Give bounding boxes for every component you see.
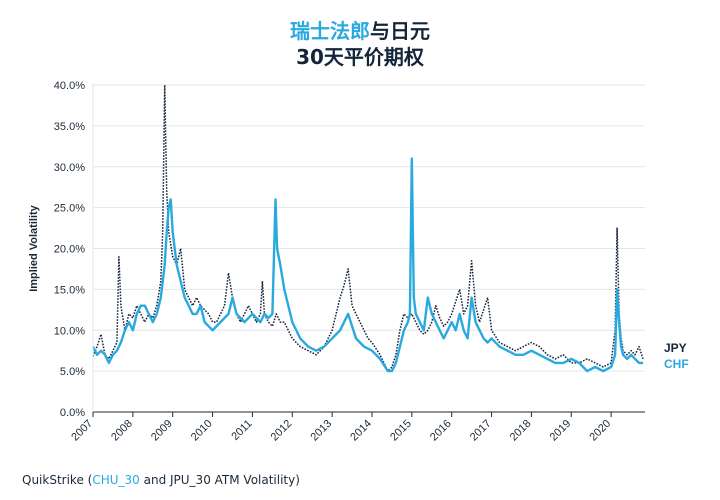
y-tick-label: 30.0% [54, 162, 85, 174]
x-tick-label: 2013 [308, 418, 334, 444]
y-tick-label: 20.0% [54, 244, 85, 256]
y-tick-label: 0.0% [60, 407, 85, 419]
title-line-2: 30天平价期权 [296, 45, 424, 69]
x-tick-label: 2016 [428, 418, 454, 444]
x-tick-label: 2017 [468, 418, 494, 444]
y-tick-label: 40.0% [54, 80, 85, 92]
legend-label-jpy: JPY [664, 341, 687, 355]
series-line-chf [91, 157, 643, 373]
legend-label-chf: CHF [664, 357, 689, 371]
series-line-jpy [92, 84, 644, 372]
source-note: QuikStrike (CHU_30 and JPU_30 ATM Volati… [22, 473, 300, 487]
title-line-1: 瑞士法郎与日元 [0, 18, 720, 44]
x-tick-label: 2012 [269, 418, 295, 444]
y-axis-label: Implied Volatility [28, 204, 40, 291]
source-link[interactable]: CHU_30 [92, 473, 140, 487]
grid [93, 84, 645, 372]
x-tick-label: 2020 [587, 418, 613, 444]
title-accent: 瑞士法郎 [290, 19, 370, 43]
x-tick-label: 2015 [388, 418, 414, 444]
x-tick-label: 2010 [189, 418, 215, 444]
y-tick-label: 10.0% [54, 325, 85, 337]
y-tick-label: 15.0% [54, 284, 85, 296]
source-prefix: QuikStrike ( [22, 473, 93, 487]
x-tick-label: 2008 [109, 418, 135, 444]
x-tick-label: 2018 [508, 418, 534, 444]
series-layer [91, 84, 644, 373]
x-tick-label: 2019 [548, 418, 574, 444]
x-tick-label: 2007 [69, 418, 95, 444]
title-rest: 与日元 [370, 19, 430, 43]
chart-title: 瑞士法郎与日元 30天平价期权 [0, 18, 720, 70]
x-tick-label: 2014 [348, 418, 374, 444]
y-tick-label: 5.0% [60, 366, 85, 378]
axes: 0.0% 5.0% 10.0% 15.0% 20.0% 25.0% 30.0% 35.0% 40… [28, 80, 689, 443]
x-tick-label: 2011 [229, 418, 254, 443]
x-tick-label: 2009 [149, 418, 175, 444]
source-suffix: and JPU_30 ATM Volatility) [139, 473, 300, 487]
y-tick-label: 35.0% [54, 121, 85, 133]
y-tick-label: 25.0% [54, 203, 85, 215]
